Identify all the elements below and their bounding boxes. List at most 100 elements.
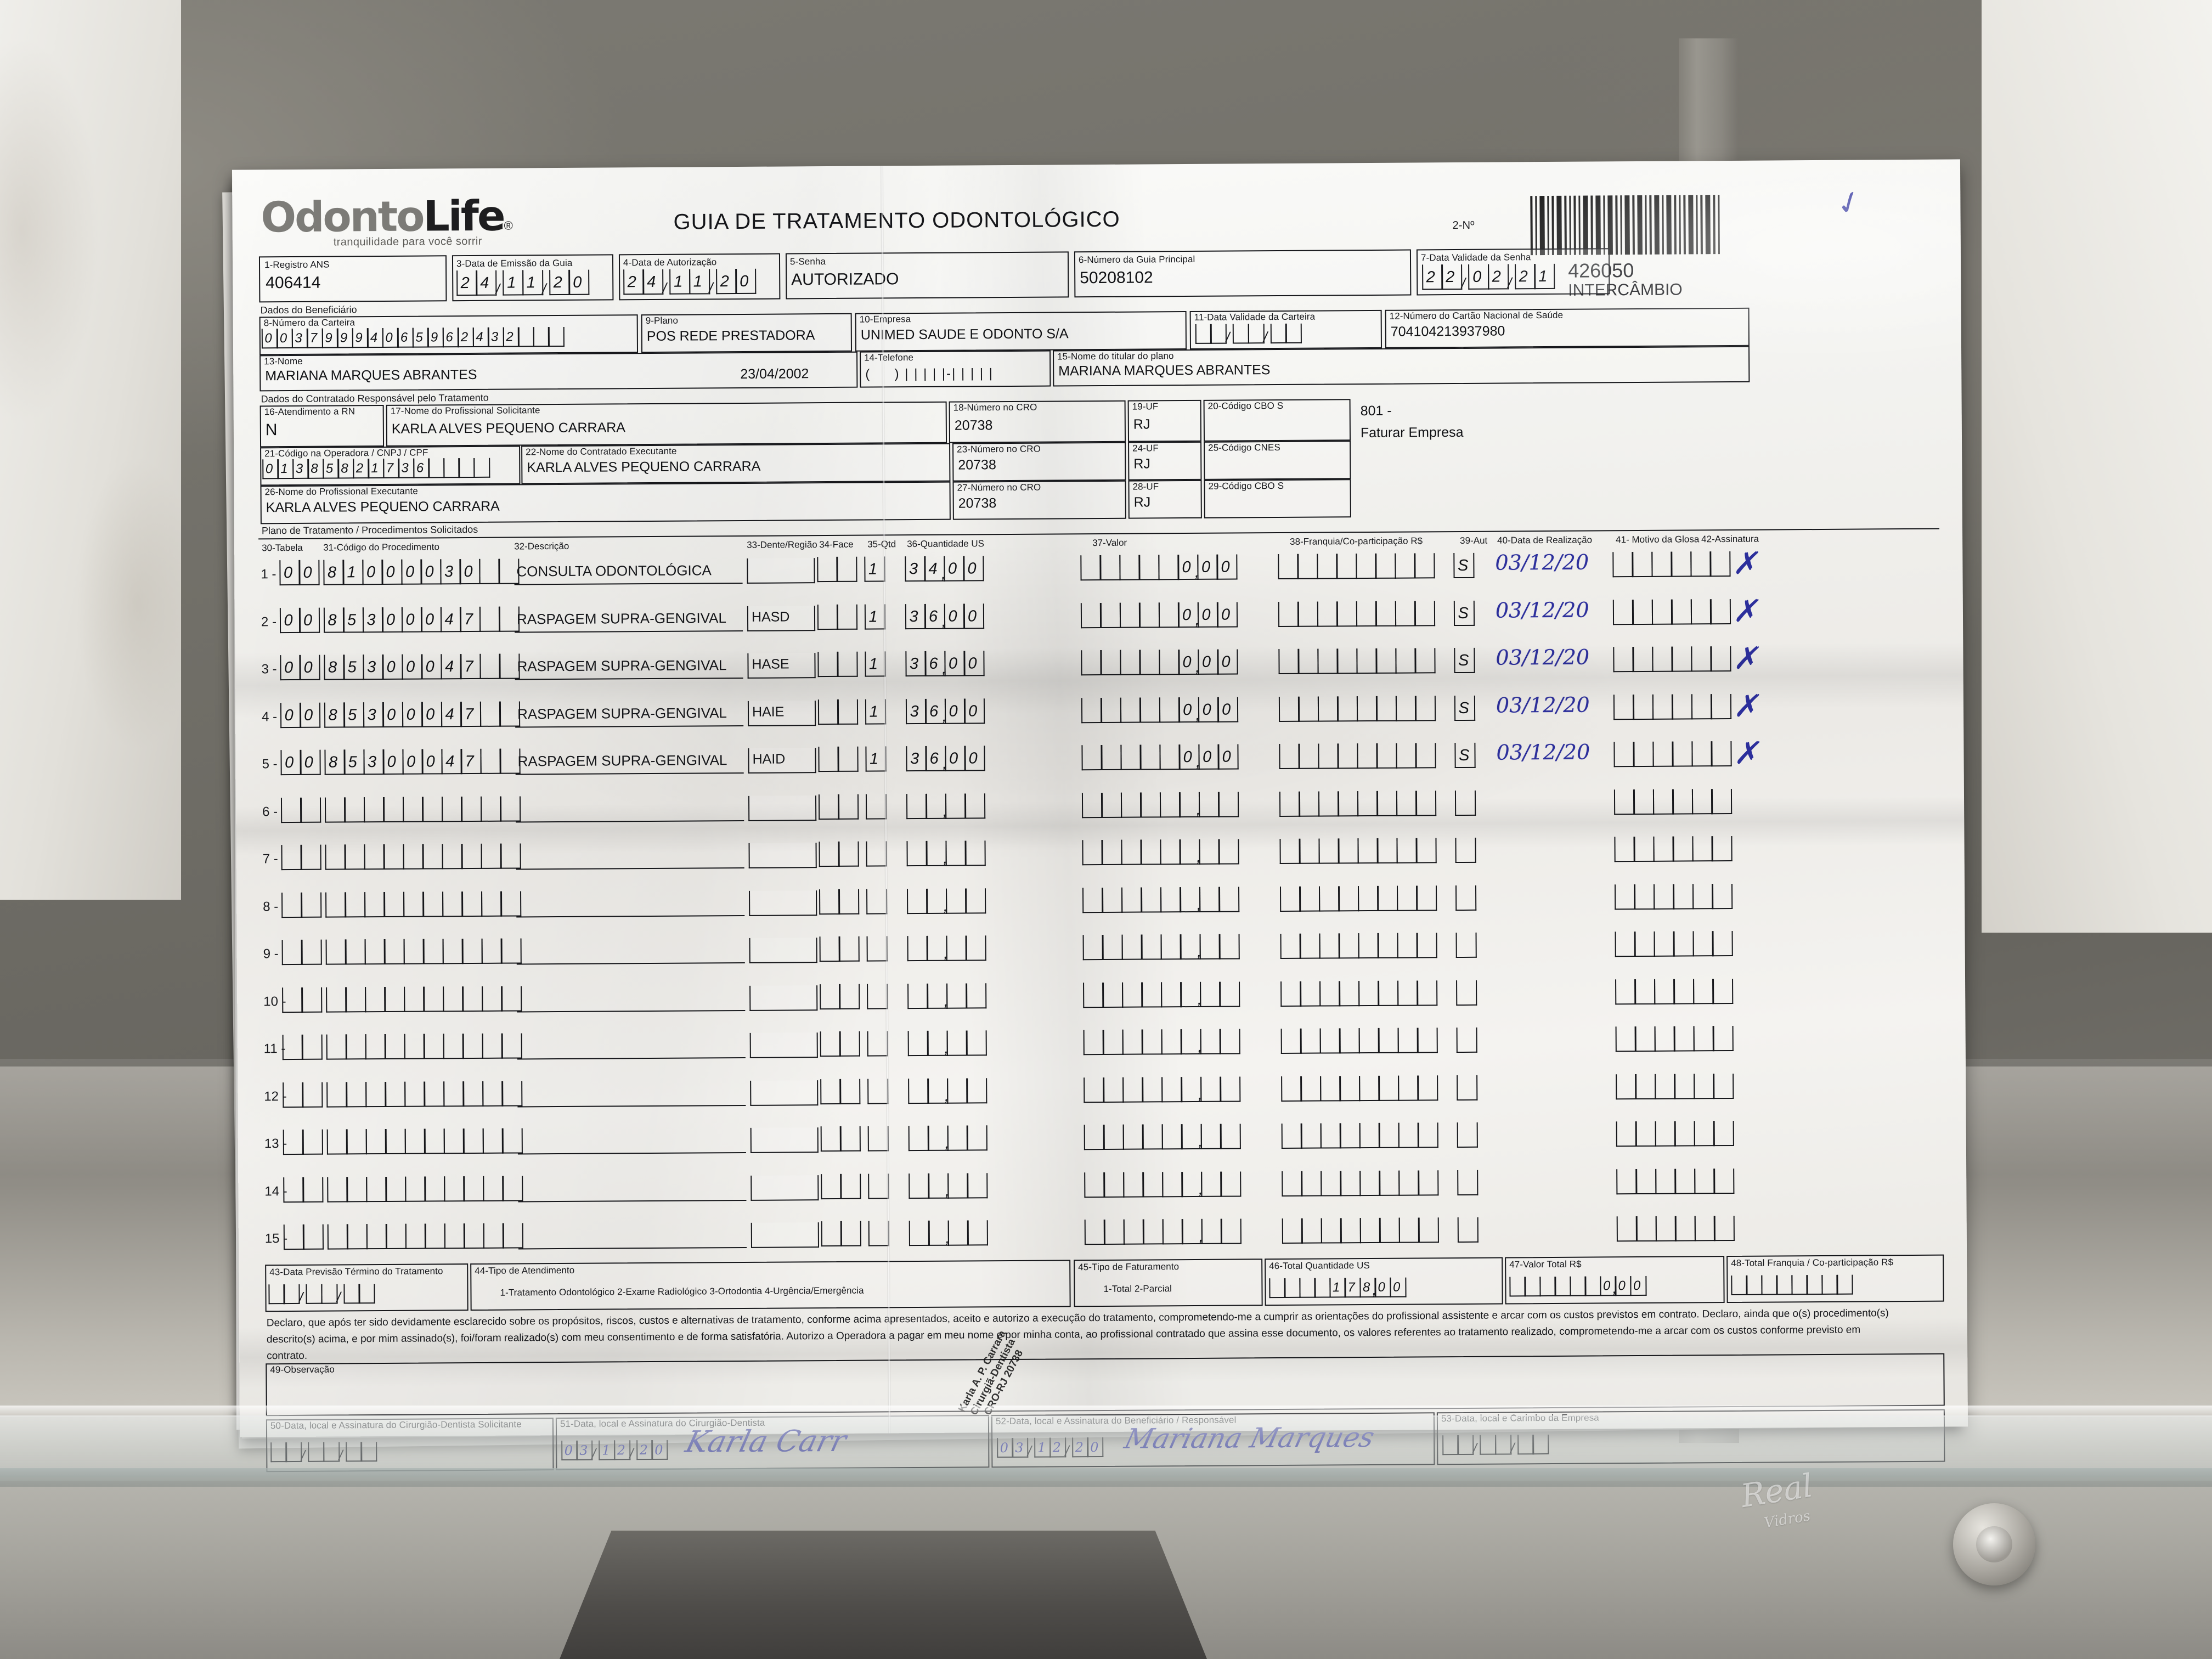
field-8-label: 8-Número da Carteira [263,317,356,329]
field-11-label: 11-Data Validade da Carteira [1194,311,1316,323]
glass-shelf-top [0,1415,2212,1477]
col-header-dente: 33-Dente/Região [747,539,817,550]
odontolife-logo: OdontoLife® [261,191,513,242]
field-23-value: 20738 [958,457,996,473]
pen-check-mark: ✓ [1831,182,1868,224]
field-6-label: 6-Número da Guia Principal [1078,253,1195,266]
field-47-comb[interactable]: 000 [1509,1276,1647,1297]
field-46-label: 46-Total Quantidade US [1269,1260,1370,1272]
barcode-number-label: 2-Nº [1452,219,1475,232]
logo-registered-mark: ® [504,218,513,233]
field-5-label: 5-Senha [789,256,826,267]
cbo-note-line1: 801 - [1360,403,1392,419]
page-title: GUIA DE TRATAMENTO ODONTOLÓGICO [673,207,1120,234]
field-47-label: 47-Valor Total R$ [1509,1259,1582,1270]
col-header-tabela: 30-Tabela [262,542,303,554]
field-23-label: 23-Número no CRO [957,443,1041,455]
field-27-label: 27-Número no CRO [957,482,1041,493]
field-46-comb[interactable]: 17800 [1268,1277,1407,1299]
col-header-face: 34-Face [819,539,854,550]
field-12-label: 12-Número do Cartão Nacional de Saúde [1389,309,1564,321]
field-16-value: N [265,421,278,439]
table-row[interactable]: 9 - [261,930,1942,967]
field-43-date-comb[interactable] [268,1284,375,1305]
field-19-value: RJ [1133,416,1150,432]
form-body: OdontoLife® tranquilidade para você sorr… [256,179,1945,1472]
field-7-date-comb[interactable]: 220221 [1421,263,1555,290]
field-22-label: 22-Nome do Contratado Executante [526,445,677,458]
field-11-date-comb[interactable] [1195,323,1302,344]
field-9-value: POS REDE PRESTADORA [646,328,815,345]
field-21-label: 21-Código na Operadora / CNPJ / CPF [264,447,428,459]
field-17-label: 17-Nome do Profissional Solicitante [390,405,540,416]
table-row[interactable]: 3 -0085300047HASE13600000SRASPAGEM SUPRA… [259,641,1940,682]
field-4-date-comb[interactable]: 241120 [623,268,757,295]
background-wall-left [0,0,181,900]
table-row[interactable]: 11 - [262,1025,1943,1062]
field-22-value: KARLA ALVES PEQUENO CARRARA [527,458,761,476]
field-16-label: 16-Atendimento a RN [264,406,356,417]
table-row[interactable]: 1 -008100003013400000SCONSULTA ODONTOLÓG… [258,546,1939,588]
display-stand [560,1531,1207,1659]
col-header-data: 40-Data de Realização [1497,534,1593,546]
table-row[interactable]: 7 - [260,835,1941,872]
field-3-date-comb[interactable]: 241120 [456,269,590,296]
col-header-codigo: 31-Código do Procedimento [323,541,439,553]
table-row[interactable]: 2 -0085300047HASD13600000SRASPAGEM SUPRA… [259,593,1940,635]
field-9-label: 9-Plano [645,315,679,326]
field-20-label: 20-Código CBO S [1207,400,1284,411]
field-5-value: AUTORIZADO [791,270,899,289]
col-header-franquia: 38-Franquia/Co-participação R$ [1290,535,1423,547]
field-4-label: 4-Data de Autorização [623,257,717,268]
contracted-section-title: Dados do Contratado Responsável pelo Tra… [261,392,489,405]
field-15-value: MARIANA MARQUES ABRANTES [1058,362,1271,379]
col-header-aut: 39-Aut [1460,535,1488,546]
beneficiary-section-title: Dados do Beneficiário [260,304,357,316]
logo-part-odonto: Odonto [261,191,424,242]
field-43-label: 43-Data Previsão Término do Tratamento [269,1266,443,1278]
table-row[interactable]: 5 -0085300047HAID13600000SRASPAGEM SUPRA… [259,736,1940,777]
dental-treatment-form: OdontoLife® tranquilidade para você sorr… [232,159,1968,1472]
field-13-birthdate: 23/04/2002 [740,366,809,382]
field-44-label: 44-Tipo de Atendimento [475,1265,575,1276]
field-15-label: 15-Nome do titular do plano [1057,351,1174,362]
table-row[interactable]: 14 - [262,1167,1943,1204]
table-row[interactable]: 12 - [262,1072,1943,1109]
table-row[interactable]: 8 - [261,882,1942,919]
table-row[interactable]: 13 - [262,1120,1943,1157]
col-header-descricao: 32-Descrição [514,540,569,552]
field-13-label: 13-Nome [264,356,303,367]
field-14-phone-comb[interactable]: ( ) | | | | |-| | | | | [865,366,994,382]
glass-mount-knob [1953,1503,2035,1585]
field-18-label: 18-Número no CRO [953,402,1037,413]
field-13-value: MARIANA MARQUES ABRANTES [265,366,477,384]
field-44-options: 1-Tratamento Odontológico 2-Exame Radiol… [500,1285,864,1298]
field-3-label: 3-Data de Emissão da Guia [456,257,573,269]
glass-shelf-bevel [0,1406,2212,1417]
procedure-table: 1 -008100003013400000SCONSULTA ODONTOLÓG… [256,179,1937,1250]
col-header-assinatura: 42-Assinatura [1701,533,1759,545]
table-row[interactable]: 10 - [261,977,1942,1014]
field-19-label: 19-UF [1132,401,1159,412]
field-29-label: 29-Código CBO S [1208,480,1284,492]
field-48-comb[interactable] [1730,1274,1853,1295]
field-45-options: 1-Total 2-Parcial [1103,1283,1172,1294]
field-24-label: 24-UF [1132,443,1159,454]
field-26-value: KARLA ALVES PEQUENO CARRARA [266,498,500,516]
glass-shelf-edge [0,1468,2212,1487]
col-header-valor: 37-Valor [1092,537,1127,549]
table-row[interactable]: 15 - [263,1215,1944,1252]
field-49-label: 49-Observação [270,1364,335,1375]
field-10-value: UNIMED SAUDE E ODONTO S/A [860,326,1069,343]
field-48-label: 48-Total Franquia / Co-participação R$ [1731,1257,1894,1268]
logo-tagline: tranquilidade para você sorrir [333,235,482,249]
table-row[interactable]: 6 - [260,787,1941,825]
col-header-qtd: 35-Qtd [867,539,896,550]
table-row[interactable]: 4 -0085300047HAIE13600000SRASPAGEM SUPRA… [259,688,1940,730]
field-28-value: RJ [1133,494,1151,510]
field-1-label: 1-Registro ANS [264,259,330,270]
plan-section-title: Plano de Tratamento / Procedimentos Soli… [261,523,478,537]
